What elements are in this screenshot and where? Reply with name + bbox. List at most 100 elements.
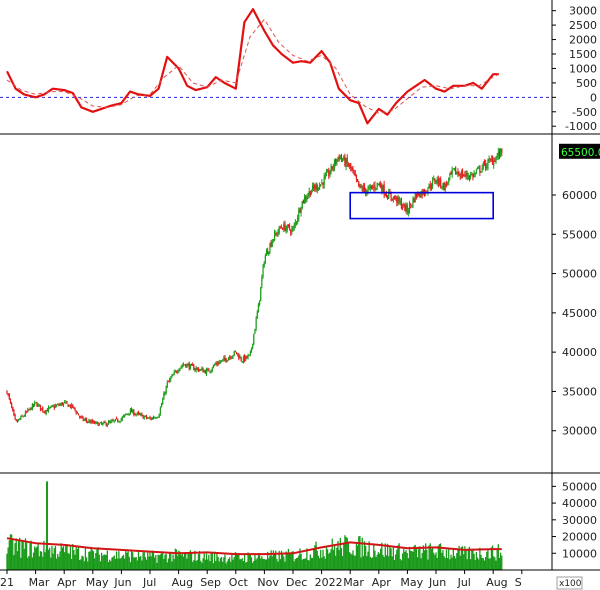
- volume-axis-tick-label: 50000: [562, 480, 597, 493]
- candle-body: [318, 184, 321, 190]
- candle-body: [170, 377, 172, 380]
- candle-body: [130, 408, 133, 413]
- candle-body: [126, 413, 128, 415]
- candle-body: [294, 222, 296, 226]
- candle-body: [36, 402, 38, 407]
- candle-body: [44, 411, 46, 413]
- candle-body: [27, 409, 29, 413]
- candle-body: [175, 371, 178, 373]
- candle-body: [100, 423, 103, 425]
- candle-body: [361, 187, 363, 191]
- oscillator-axis-tick-label: 1000: [569, 62, 597, 75]
- candle-body: [179, 367, 181, 371]
- candle-body: [42, 407, 44, 412]
- candle-body: [212, 365, 215, 368]
- candle-body: [144, 415, 146, 417]
- candle-body: [82, 417, 84, 421]
- candle-body: [459, 175, 461, 178]
- candle-body: [405, 205, 407, 211]
- candle-body: [449, 173, 451, 177]
- candle-body: [443, 182, 445, 191]
- candle-body: [90, 420, 92, 423]
- candle-body: [353, 172, 355, 174]
- candle-body: [24, 411, 27, 416]
- candle-body: [347, 164, 349, 167]
- candle-body: [321, 182, 323, 184]
- candle-body: [246, 356, 248, 358]
- candle-body: [309, 190, 311, 196]
- candle-body: [230, 357, 232, 359]
- candle-body: [79, 416, 81, 418]
- candle-body: [323, 176, 325, 186]
- candle-body: [293, 224, 295, 229]
- price-axis-tick-label: 40000: [562, 346, 597, 359]
- month-label: Nov: [257, 576, 279, 589]
- candle-body: [215, 363, 217, 365]
- month-label: Sep: [200, 576, 221, 589]
- candle-body: [362, 186, 364, 192]
- candle-body: [92, 421, 95, 423]
- candle-body: [49, 407, 51, 409]
- oscillator-axis-tick-label: 2500: [569, 19, 597, 32]
- oscillator-axis-tick-label: 2000: [569, 34, 597, 47]
- candle-body: [448, 177, 450, 183]
- volume-unit-box: [556, 576, 583, 590]
- candle-body: [182, 364, 185, 366]
- candle-body: [192, 364, 194, 366]
- candle-body: [113, 420, 115, 422]
- candle-body: [375, 187, 377, 190]
- candle-body: [237, 353, 239, 355]
- candle-body: [333, 159, 336, 168]
- candle-body: [139, 413, 141, 415]
- candle-body: [99, 422, 102, 424]
- candle-body: [440, 179, 442, 187]
- candle-body: [73, 406, 75, 408]
- candle-body: [303, 197, 306, 204]
- candle-body: [203, 370, 205, 373]
- candle-body: [166, 381, 168, 387]
- candle-body: [137, 412, 140, 414]
- month-label: Mar: [29, 576, 50, 589]
- month-label: Aug: [172, 576, 193, 589]
- candle-body: [125, 414, 127, 416]
- candle-body: [392, 196, 394, 200]
- candle-body: [13, 410, 15, 415]
- candle-body: [180, 366, 182, 368]
- month-label: Jun: [428, 576, 446, 589]
- candle-body: [152, 417, 155, 419]
- candle-body: [261, 277, 263, 286]
- candle-body: [102, 423, 104, 425]
- month-label: Jul: [142, 576, 156, 589]
- candle-body: [472, 173, 474, 178]
- candle-body: [190, 364, 193, 366]
- candle-body: [141, 414, 143, 416]
- candle-body: [436, 178, 438, 183]
- candle-body: [115, 418, 118, 420]
- candle-body: [485, 163, 487, 169]
- candle-body: [332, 166, 334, 170]
- candle-body: [252, 343, 254, 349]
- candle-body: [228, 356, 231, 359]
- candle-body: [480, 171, 482, 173]
- candle-body: [365, 188, 367, 194]
- candle-body: [290, 230, 292, 233]
- candle-body: [66, 401, 68, 404]
- candle-body: [220, 360, 223, 362]
- month-label: Dec: [286, 576, 307, 589]
- candle-body: [164, 393, 166, 395]
- candle-body: [384, 194, 386, 196]
- candle-body: [461, 170, 464, 177]
- candle-body: [374, 184, 376, 189]
- candle-body: [359, 184, 361, 187]
- candle-body: [282, 228, 284, 230]
- candle-body: [217, 363, 219, 365]
- candle-body: [275, 233, 277, 235]
- candle-body: [234, 351, 236, 353]
- candle-body: [233, 351, 235, 356]
- month-label: 2022: [315, 576, 343, 589]
- candle-body: [167, 381, 170, 383]
- candle-body: [117, 419, 119, 422]
- candle-body: [340, 155, 343, 160]
- consolidation-box: [349, 191, 495, 220]
